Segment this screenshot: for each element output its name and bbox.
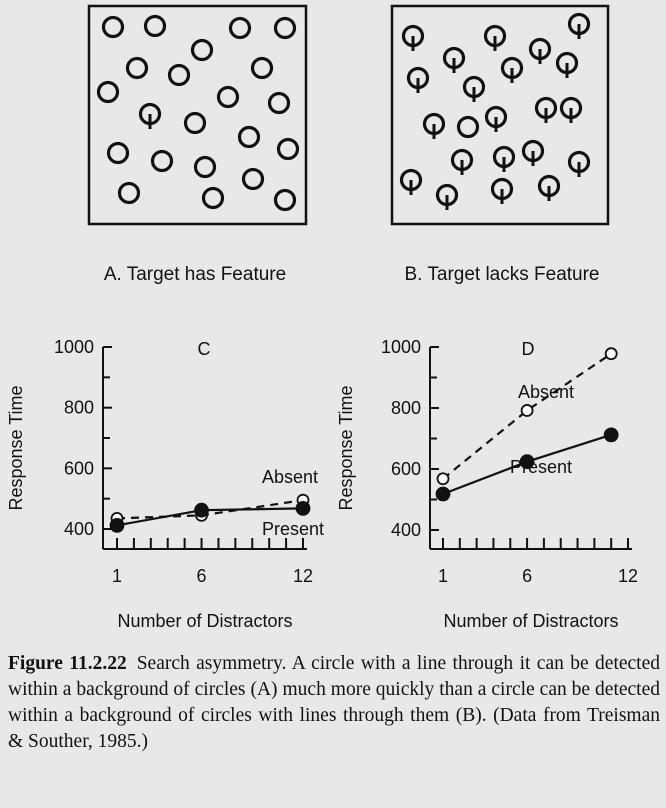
plain-circle-icon (143, 14, 167, 38)
y-tick-label: 1000 (381, 337, 421, 357)
y-tick-label: 600 (64, 458, 94, 478)
panel-b-stimuli (399, 12, 591, 210)
plain-circle-icon (228, 16, 252, 40)
x-tick-label: 1 (112, 566, 122, 586)
plain-circle-icon (96, 80, 120, 104)
plain-circle-icon (106, 141, 130, 165)
y-tick-label: 400 (391, 520, 421, 540)
plain-circle-icon (273, 188, 297, 212)
panel-b-frame (390, 4, 610, 226)
y-tick-label: 600 (391, 459, 421, 479)
present-point (109, 517, 125, 533)
figure-canvas: A. Target has Feature B. Target lacks Fe… (6, 4, 638, 631)
x-tick-label: 6 (197, 566, 207, 586)
chart-d: 400 600 800 1000 1 6 12 Number of Distractors Re… (336, 337, 638, 631)
series-line-absent (442, 352, 612, 480)
present-point (194, 502, 209, 518)
panel-b-label: B. Target lacks Feature (404, 264, 599, 285)
figure-caption: Figure 11.2.22 Search asymmetry. A circle… (8, 651, 660, 755)
plain-circle-icon (273, 16, 297, 40)
series-label-absent: Absent (518, 382, 574, 402)
present-point (435, 486, 451, 502)
plain-circle-icon (193, 155, 217, 179)
x-tick-label: 12 (293, 566, 313, 586)
y-tick-label: 1000 (54, 337, 94, 357)
series-label-absent: Absent (262, 467, 318, 487)
plain-circle-icon (190, 38, 214, 62)
y-tick-label: 800 (391, 398, 421, 418)
x-axis-label: Number of Distractors (443, 611, 618, 631)
present-point (519, 454, 535, 470)
caption-text: Search asymmetry. A circle with a line t… (8, 653, 660, 752)
panel-a-frame (87, 4, 308, 226)
y-axis-label: Response Time (336, 385, 356, 510)
plain-circle-icon (250, 56, 274, 80)
panel-a-label: A. Target has Feature (104, 264, 286, 285)
plain-circle-icon (183, 111, 207, 135)
y-tick-label: 400 (64, 519, 94, 539)
present-point (295, 500, 311, 516)
plain-circle-icon (150, 149, 174, 173)
figure-number: Figure 11.2.22 (8, 653, 127, 674)
plain-circle-icon (267, 91, 291, 115)
chart-c: 400 600 800 1000 1 6 12 Number of Distractors Re… (6, 337, 324, 631)
plain-circle-icon (237, 125, 261, 149)
plain-circle-icon (167, 63, 191, 87)
plain-circle-icon (241, 167, 265, 191)
plain-circle-icon (216, 85, 240, 109)
present-point (603, 427, 619, 443)
target-circle-icon (456, 115, 480, 139)
x-tick-label: 12 (618, 566, 638, 586)
plain-circle-icon (201, 186, 225, 210)
plain-circle-icon (101, 15, 125, 39)
panel-b: B. Target lacks Feature (390, 4, 610, 285)
x-axis-label: Number of Distractors (117, 611, 292, 631)
chart-panel-letter: C (198, 339, 211, 359)
plain-circle-icon (117, 181, 141, 205)
x-tick-label: 1 (438, 566, 448, 586)
plain-circle-icon (125, 56, 149, 80)
panel-a-stimuli (96, 14, 300, 212)
chart-panel-letter: D (522, 339, 535, 359)
series-label-present: Present (262, 519, 324, 539)
series-label-present: Present (510, 457, 572, 477)
plain-circle-icon (276, 137, 300, 161)
y-tick-label: 800 (64, 398, 94, 418)
absent-point (520, 404, 534, 417)
x-tick-label: 6 (522, 566, 532, 586)
absent-point (436, 472, 450, 486)
absent-point (604, 347, 618, 361)
y-axis-label: Response Time (6, 385, 26, 510)
panel-a: A. Target has Feature (87, 4, 308, 285)
